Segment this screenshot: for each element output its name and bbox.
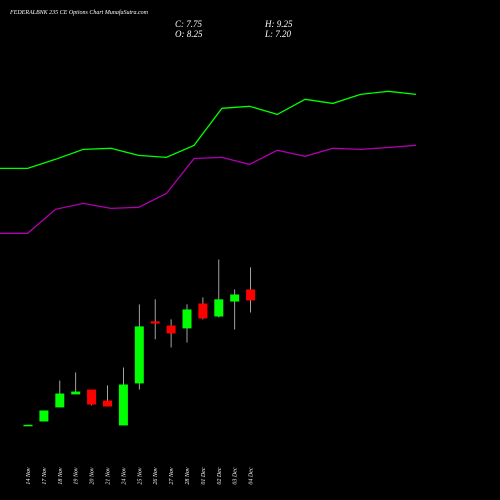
candle-body [103, 400, 112, 407]
candle-body [246, 289, 256, 301]
info-open: O: 8.25 [175, 29, 203, 39]
candle-body [55, 393, 65, 408]
info-high: H: 9.25 [264, 19, 293, 29]
candle-body [118, 384, 128, 426]
x-tick-label: 17 Nov [42, 467, 48, 485]
candle-body [182, 309, 192, 329]
candle-body [150, 321, 160, 324]
x-tick-label: 20 Nov [90, 467, 96, 485]
x-tick-label: 19 Nov [74, 467, 80, 485]
candle-body [214, 299, 224, 317]
line-series [0, 144, 417, 234]
candle-body [87, 389, 97, 405]
candle-body [134, 326, 144, 384]
line-series [0, 90, 417, 170]
candle-body [198, 303, 208, 319]
x-tick-label: 21 Nov [106, 467, 112, 485]
x-tick-label: 01 Dec [201, 467, 207, 484]
candle-body [23, 424, 33, 427]
x-tick-label: 03 Dec [233, 467, 239, 484]
candle-body [71, 391, 81, 395]
chart-title: FEDERALBNK 235 CE Options Chart MunafaSu… [9, 9, 149, 16]
info-low: L: 7.20 [264, 29, 292, 39]
candle-body [166, 325, 176, 334]
x-tick-label: 02 Dec [217, 467, 223, 484]
candle-body [230, 294, 240, 302]
x-tick-label: 04 Dec [248, 467, 255, 484]
x-tick-label: 28 Nov [185, 467, 191, 485]
info-close: C: 7.75 [175, 19, 203, 29]
x-tick-label: 24 Nov [120, 467, 127, 485]
x-tick-label: 18 Nov [58, 467, 64, 485]
x-tick-label: 26 Nov [153, 467, 159, 485]
x-tick-label: 25 Nov [137, 467, 143, 485]
candle-body [39, 410, 49, 422]
x-tick-label: 27 Nov [169, 467, 175, 485]
x-tick-label: 14 Nov [25, 467, 32, 485]
